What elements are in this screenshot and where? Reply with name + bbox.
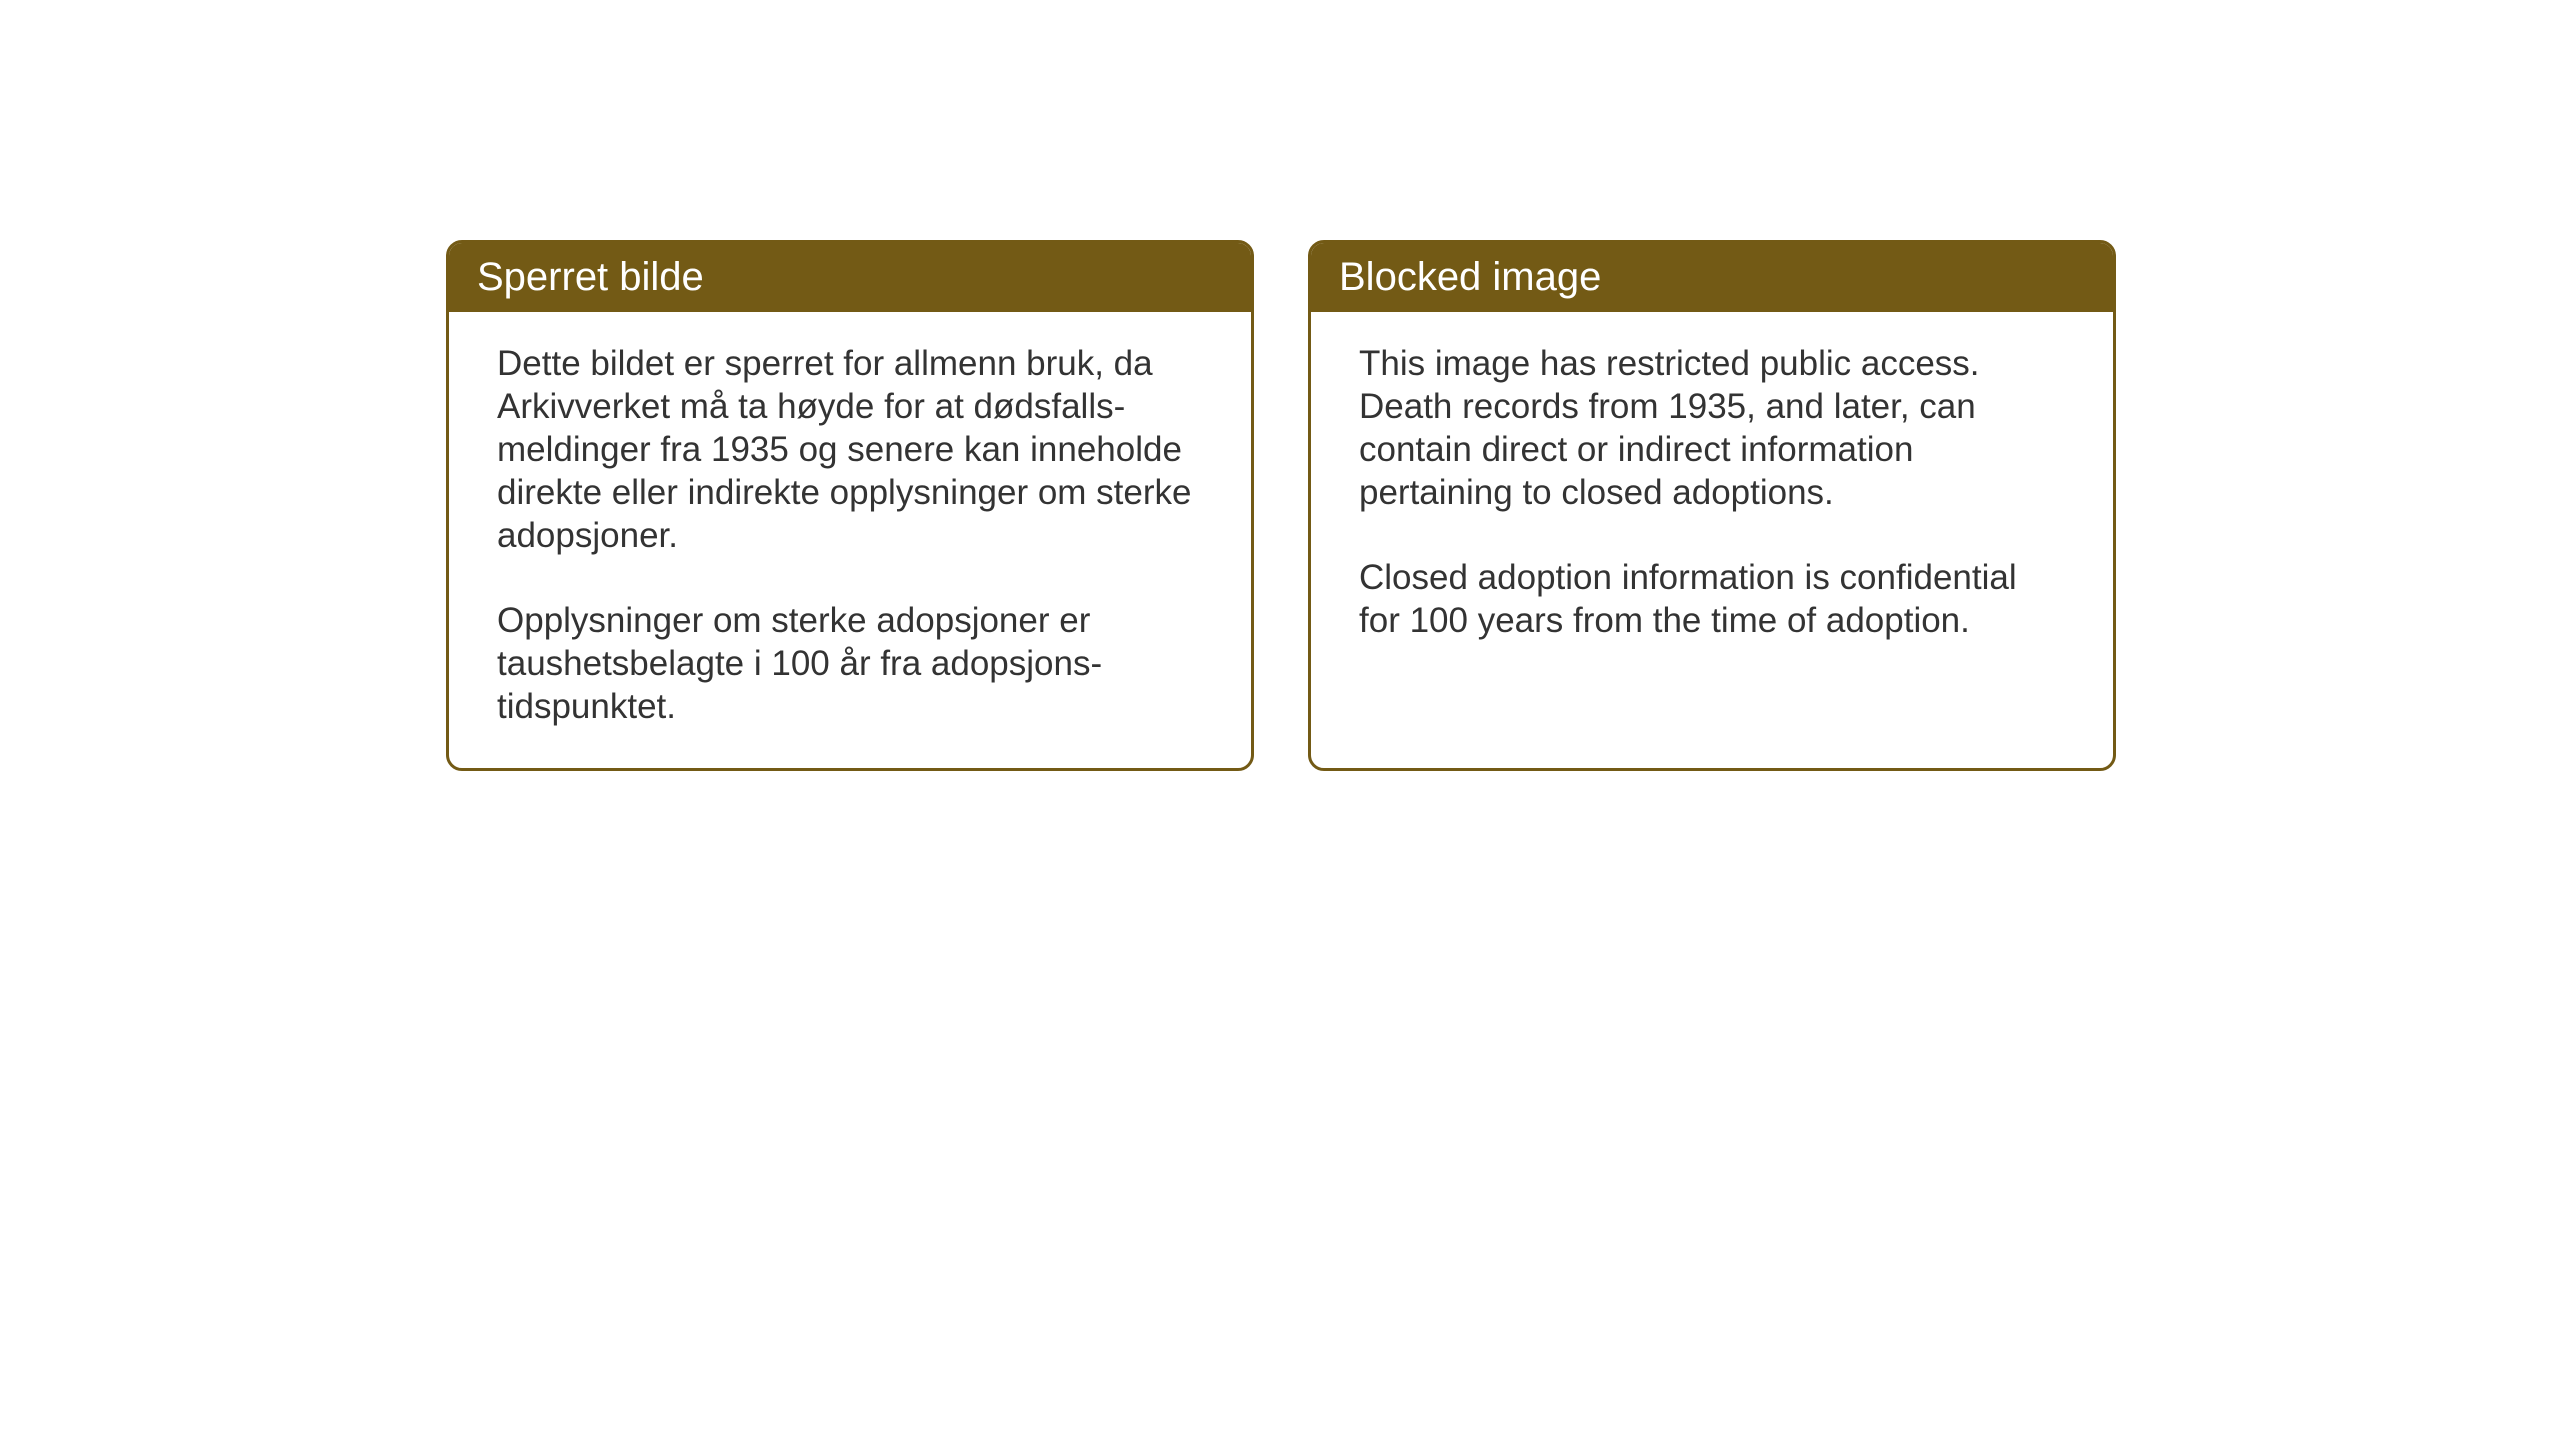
- card-body-norwegian: Dette bildet er sperret for allmenn bruk…: [449, 312, 1251, 768]
- card-text-norwegian-p2: Opplysninger om sterke adopsjoner er tau…: [497, 599, 1203, 728]
- card-header-english: Blocked image: [1311, 243, 2113, 312]
- card-title-norwegian: Sperret bilde: [477, 255, 704, 299]
- card-header-norwegian: Sperret bilde: [449, 243, 1251, 312]
- notice-card-english: Blocked image This image has restricted …: [1308, 240, 2116, 771]
- card-title-english: Blocked image: [1339, 255, 1601, 299]
- card-body-english: This image has restricted public access.…: [1311, 312, 2113, 682]
- notice-card-norwegian: Sperret bilde Dette bildet er sperret fo…: [446, 240, 1254, 771]
- notice-cards-container: Sperret bilde Dette bildet er sperret fo…: [446, 240, 2116, 771]
- card-text-english-p1: This image has restricted public access.…: [1359, 342, 2065, 514]
- card-text-norwegian-p1: Dette bildet er sperret for allmenn bruk…: [497, 342, 1203, 557]
- card-text-english-p2: Closed adoption information is confident…: [1359, 556, 2065, 642]
